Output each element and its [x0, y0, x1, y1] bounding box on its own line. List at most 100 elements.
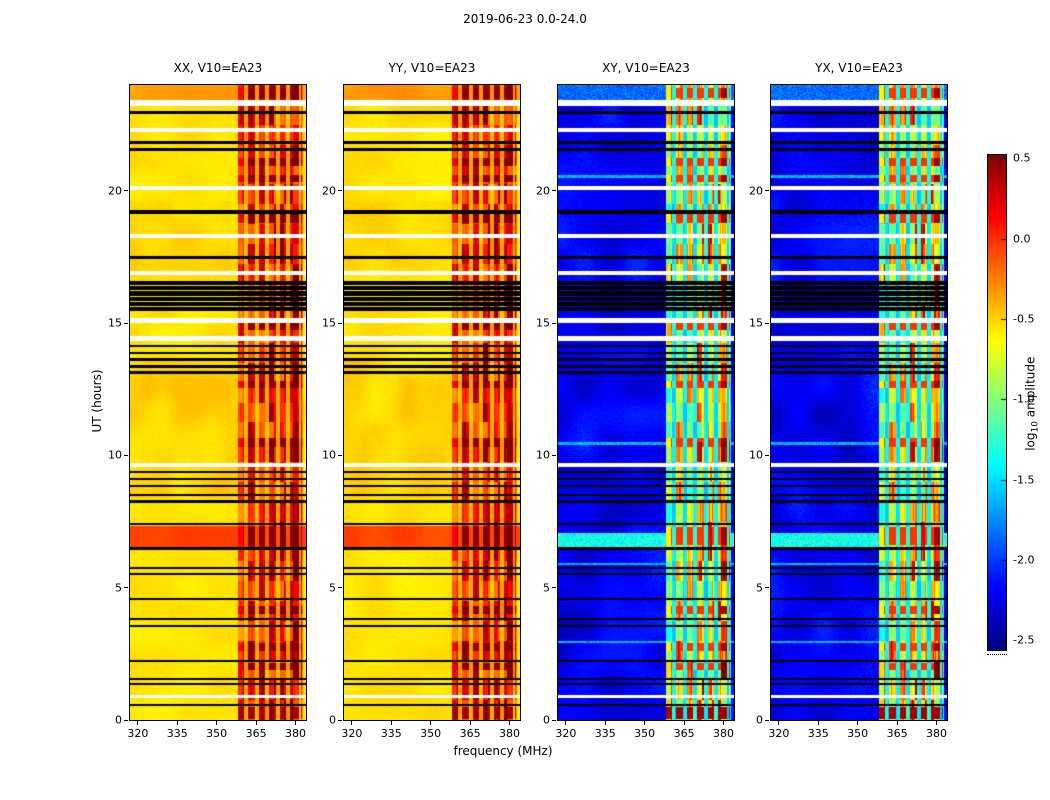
x-tick-label-xx: 320	[127, 727, 149, 740]
y-tick-label-xy: 5	[543, 581, 550, 595]
y-tick-label-xx: 0	[115, 713, 122, 727]
x-tick-xx	[216, 721, 218, 725]
y-tick-label-xy: 15	[536, 316, 550, 330]
x-tick-xy	[722, 721, 724, 725]
heatmap-xx	[130, 85, 306, 720]
panel-yx	[770, 84, 948, 721]
x-axis-label: frequency (MHz)	[453, 744, 553, 758]
x-tick-label-xy: 350	[634, 727, 656, 740]
colorbar	[987, 154, 1007, 651]
x-tick-yy	[430, 721, 432, 725]
x-tick-label-yx: 380	[925, 727, 947, 740]
x-tick-label-yy: 335	[380, 727, 402, 740]
x-tick-yy	[469, 721, 471, 725]
x-tick-label-yx: 350	[847, 727, 869, 740]
x-tick-label-yx: 335	[807, 727, 829, 740]
y-tick-yy	[338, 454, 342, 456]
x-tick-xx	[255, 721, 257, 725]
y-tick-xy	[552, 190, 556, 192]
colorbar-tick-label: -1.5	[1013, 473, 1035, 487]
x-tick-label-yy: 365	[459, 727, 481, 740]
x-tick-label-xy: 380	[712, 727, 734, 740]
colorbar-label-sub: 10	[1030, 421, 1041, 433]
y-tick-yx	[765, 719, 769, 721]
heatmap-yy	[344, 85, 520, 720]
y-tick-label-yy: 10	[322, 448, 336, 462]
x-tick-xy	[644, 721, 646, 725]
colorbar-label-suffix: amplitude	[1023, 356, 1038, 422]
y-tick-label-yy: 15	[322, 316, 336, 330]
figure-title: 2019-06-23 0.0-24.0	[463, 12, 587, 26]
x-tick-label-xy: 335	[594, 727, 616, 740]
y-tick-xy	[552, 322, 556, 324]
x-tick-label-yx: 320	[768, 727, 790, 740]
y-tick-xx	[124, 322, 128, 324]
y-tick-xx	[124, 587, 128, 589]
x-tick-label-xy: 365	[673, 727, 695, 740]
y-tick-label-yx: 10	[749, 448, 763, 462]
x-tick-label-xx: 350	[206, 727, 228, 740]
y-tick-label-xx: 15	[108, 316, 122, 330]
x-tick-label-xx: 380	[284, 727, 306, 740]
x-tick-xy	[683, 721, 685, 725]
colorbar-gradient	[988, 155, 1006, 650]
y-tick-yy	[338, 190, 342, 192]
colorbar-tick-label: 0.5	[1013, 151, 1031, 165]
x-tick-label-yy: 350	[420, 727, 442, 740]
y-tick-label-yx: 0	[756, 713, 763, 727]
y-tick-xx	[124, 454, 128, 456]
y-tick-yy	[338, 587, 342, 589]
y-tick-xy	[552, 587, 556, 589]
y-tick-label-yx: 5	[756, 581, 763, 595]
x-tick-yy	[390, 721, 392, 725]
colorbar-tick-label: -0.5	[1013, 312, 1035, 326]
x-tick-xx	[137, 721, 139, 725]
y-tick-label-yy: 0	[329, 713, 336, 727]
y-tick-xy	[552, 719, 556, 721]
heatmap-yx	[771, 85, 947, 720]
colorbar-extend-dots	[987, 654, 1007, 655]
y-tick-yx	[765, 454, 769, 456]
x-tick-xx	[294, 721, 296, 725]
x-tick-yx	[857, 721, 859, 725]
x-tick-xy	[565, 721, 567, 725]
x-tick-label-yy: 320	[341, 727, 363, 740]
x-tick-yx	[935, 721, 937, 725]
y-tick-yy	[338, 719, 342, 721]
x-tick-label-xx: 365	[245, 727, 267, 740]
y-tick-label-xy: 0	[543, 713, 550, 727]
x-tick-xy	[604, 721, 606, 725]
y-tick-label-yx: 15	[749, 316, 763, 330]
y-tick-xx	[124, 719, 128, 721]
y-tick-label-xy: 20	[536, 184, 550, 198]
y-tick-label-yx: 20	[749, 184, 763, 198]
x-tick-yy	[351, 721, 353, 725]
x-tick-yx	[778, 721, 780, 725]
y-axis-label: UT (hours)	[90, 369, 104, 433]
heatmap-xy	[558, 85, 734, 720]
y-tick-label-xx: 10	[108, 448, 122, 462]
x-tick-yy	[508, 721, 510, 725]
y-tick-yx	[765, 190, 769, 192]
y-tick-yy	[338, 322, 342, 324]
panel-title-yx: YX, V10=EA23	[815, 61, 903, 75]
x-tick-xx	[176, 721, 178, 725]
x-tick-yx	[817, 721, 819, 725]
y-tick-label-xx: 20	[108, 184, 122, 198]
colorbar-tick-label: 0.0	[1013, 232, 1031, 246]
x-tick-label-xy: 320	[555, 727, 577, 740]
x-tick-yx	[896, 721, 898, 725]
panel-title-yy: YY, V10=EA23	[388, 61, 476, 75]
y-tick-yx	[765, 587, 769, 589]
colorbar-label: log10 amplitude	[1023, 334, 1040, 474]
x-tick-label-xx: 335	[166, 727, 188, 740]
colorbar-tick-label: -2.5	[1013, 633, 1035, 647]
y-tick-xx	[124, 190, 128, 192]
panel-yy	[343, 84, 521, 721]
panel-title-xy: XY, V10=EA23	[602, 61, 690, 75]
panel-xy	[557, 84, 735, 721]
y-tick-label-xy: 10	[536, 448, 550, 462]
y-tick-label-xx: 5	[115, 581, 122, 595]
panel-xx	[129, 84, 307, 721]
